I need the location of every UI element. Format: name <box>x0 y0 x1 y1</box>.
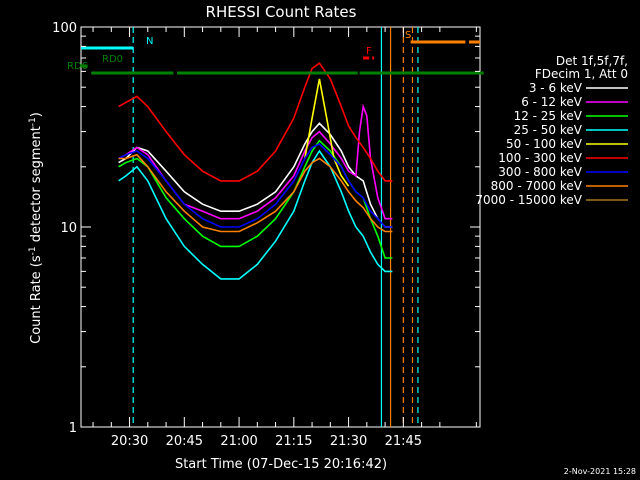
data-series <box>118 61 393 280</box>
y-tick-label: 10 <box>60 221 77 236</box>
x-tick-label: 20:30 <box>111 434 148 449</box>
y-axis-label: Count Rate (s-1 detector segment-1) <box>28 112 44 344</box>
attenuator-label: S <box>405 30 411 41</box>
series-line-3-6-keV <box>118 122 393 228</box>
x-tick-label: 21:30 <box>330 434 367 449</box>
legend-label: 300 - 800 keV <box>498 165 582 179</box>
legend-label: 3 - 6 keV <box>529 81 583 95</box>
legend-label: 6 - 12 keV <box>521 95 583 109</box>
chart-title: RHESSI Count Rates <box>206 3 357 21</box>
series-line-300-800-keV <box>118 143 393 228</box>
plot-frame <box>80 26 481 428</box>
attenuator-label: N <box>146 36 153 47</box>
date-stamp: 2-Nov-2021 15:28 <box>564 467 636 476</box>
x-tick-label: 20:45 <box>166 434 203 449</box>
series-line-100-300-keV <box>118 61 393 182</box>
attenuator-label: F <box>366 46 372 57</box>
legend: Det 1f,5f,7f, FDecim 1, Att 0 3 - 6 keV6… <box>475 54 628 207</box>
vertical-markers <box>132 27 419 427</box>
x-axis-label: Start Time (07-Dec-15 20:16:42) <box>175 457 387 472</box>
legend-header-line-1: Det 1f,5f,7f, <box>556 54 628 68</box>
legend-label: 800 - 7000 keV <box>491 179 583 193</box>
x-tick-label: 21:00 <box>220 434 257 449</box>
legend-label: 25 - 50 keV <box>514 123 583 137</box>
attenuator-label: RD0 <box>102 54 123 65</box>
legend-label: 7000 - 15000 keV <box>475 193 582 207</box>
attenuator-label: RD6 <box>67 61 88 72</box>
x-tick-label: 21:15 <box>275 434 312 449</box>
series-line-50-100-keV <box>304 78 350 187</box>
x-axis: 20:30 20:45 21:00 21:15 21:30 21:45 <box>92 27 477 449</box>
series-line-12-25-keV <box>118 139 393 259</box>
y-tick-label: 1 <box>69 421 77 436</box>
y-axis: 1 10 100 <box>52 21 480 436</box>
attenuator-bars: N RD0 RD6 F S <box>67 30 484 75</box>
legend-label: 12 - 25 keV <box>514 109 583 123</box>
y-tick-label: 100 <box>52 21 77 36</box>
legend-header-line-2: FDecim 1, Att 0 <box>535 67 628 81</box>
series-line-25-50-keV <box>118 149 393 280</box>
legend-label: 100 - 300 keV <box>498 151 582 165</box>
x-tick-label: 21:45 <box>385 434 422 449</box>
series-line-800-7000-keV <box>118 153 393 233</box>
legend-label: 50 - 100 keV <box>506 137 583 151</box>
